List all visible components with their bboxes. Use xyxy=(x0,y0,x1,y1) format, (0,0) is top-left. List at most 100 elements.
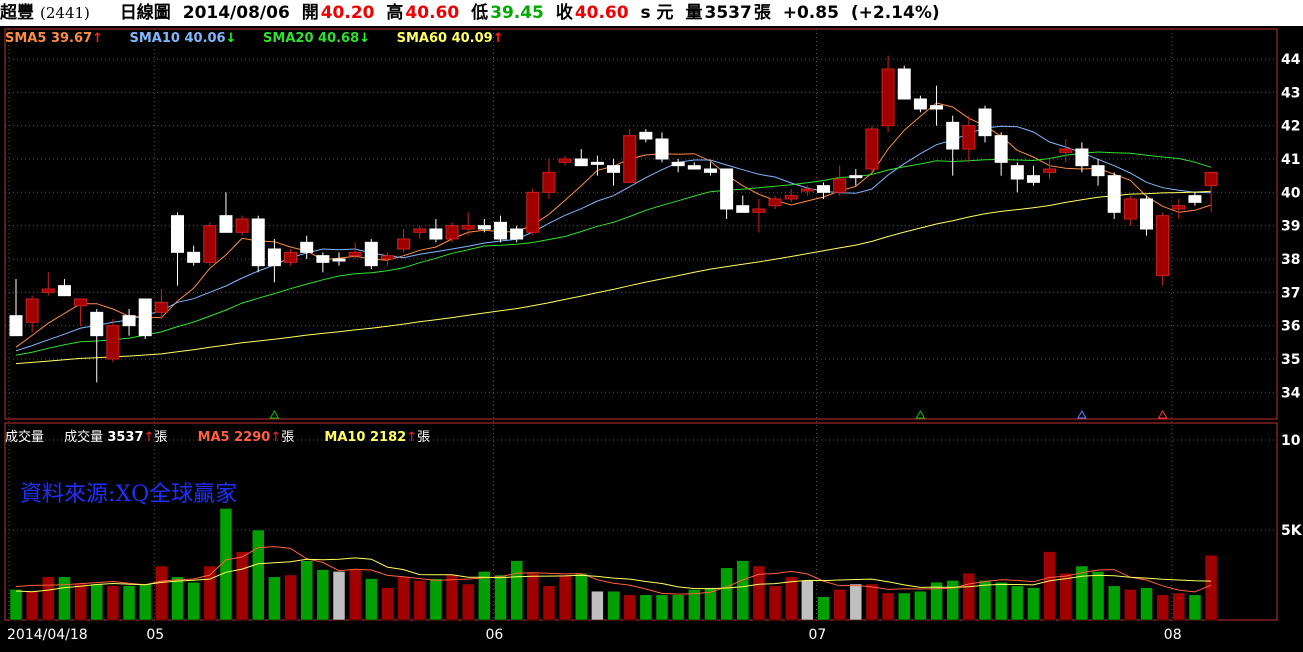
candle-body xyxy=(655,138,669,160)
candle-body xyxy=(171,215,184,253)
volume-bar xyxy=(9,589,23,621)
price-tick-label: 36 xyxy=(1281,319,1300,335)
candle-body xyxy=(413,228,427,233)
candle-body xyxy=(1172,205,1186,210)
low-label: 低 xyxy=(471,3,489,23)
candle-body xyxy=(203,225,217,263)
volume-bar xyxy=(1140,587,1153,621)
volume-bar xyxy=(42,576,55,621)
candle-body xyxy=(284,251,298,263)
watermark: 資料來源:XQ全球贏家 xyxy=(20,482,238,507)
date-tick-label: 2014/04/18 xyxy=(7,627,88,643)
high-value: 40.60 xyxy=(405,3,460,23)
price-tick-label: 34 xyxy=(1281,385,1301,401)
volume-bar xyxy=(106,585,120,621)
candle-body xyxy=(623,135,637,183)
candle-body xyxy=(510,228,524,240)
volume-bar xyxy=(801,580,814,621)
candle-body xyxy=(768,198,782,207)
volume-bar xyxy=(1124,589,1137,621)
candle-body xyxy=(397,238,411,250)
candle-body xyxy=(122,315,136,327)
candle-body xyxy=(106,325,120,360)
high-label: 高 xyxy=(386,3,404,23)
arrow-down-icon: ↓ xyxy=(225,31,237,46)
volume-bar xyxy=(122,585,136,621)
arrow-up-icon: ↑ xyxy=(406,430,418,445)
candle-body xyxy=(380,255,394,260)
volume-bar xyxy=(688,589,701,621)
price-tick-label: 38 xyxy=(1281,252,1300,268)
volume-bar xyxy=(575,572,588,621)
candle-body xyxy=(913,98,927,110)
volume-legend: 成交量 成交量 3537↑張 MA5 2290↑張 MA10 2182↑張 xyxy=(5,426,430,445)
candle-body xyxy=(558,158,572,163)
volume-bar xyxy=(671,594,685,621)
close-suffix: s 元 xyxy=(640,3,674,23)
volume-bar xyxy=(155,565,168,621)
signal-marker-icon xyxy=(915,409,926,419)
volume-bar xyxy=(58,576,71,621)
candle-body xyxy=(1204,171,1218,187)
price-tick-label: 43 xyxy=(1281,85,1300,101)
volume-bar xyxy=(768,585,782,621)
stock-name: 超豐 (2441) xyxy=(0,3,90,23)
volume-bar xyxy=(881,592,895,621)
close-label: 收 xyxy=(555,3,573,23)
legend-sma5: SMA5 39.67↑ xyxy=(5,31,103,46)
volume-bar xyxy=(784,576,798,621)
volume-bar xyxy=(1043,551,1056,621)
volume-bar xyxy=(978,580,992,621)
candle-body xyxy=(1091,165,1105,177)
volume-ma10-line xyxy=(15,557,1212,593)
candle-body xyxy=(1010,165,1024,180)
volume-bar xyxy=(300,560,313,621)
volume-bar xyxy=(1075,565,1089,621)
volume-bar xyxy=(704,587,717,621)
volume-label: 量 xyxy=(685,3,703,23)
candle-body xyxy=(946,121,960,150)
candle-body xyxy=(849,175,863,179)
volume-bar xyxy=(284,574,297,621)
candle-body xyxy=(687,165,701,170)
candle-body xyxy=(930,105,944,110)
sma10-line xyxy=(15,125,1212,352)
candle-body xyxy=(784,195,798,200)
candle-body xyxy=(1075,148,1089,167)
volume-tick-label: 10 xyxy=(1281,433,1301,449)
candle-body xyxy=(90,311,104,337)
candle-body xyxy=(607,165,621,173)
volume-bar xyxy=(1091,571,1105,621)
candle-body xyxy=(187,251,201,263)
volume-bar xyxy=(962,572,976,621)
volume-bar xyxy=(461,583,475,621)
date-tick-label: 07 xyxy=(809,627,827,643)
volume-bar xyxy=(833,589,846,621)
legend-vol-ma10: MA10 2182↑張 xyxy=(324,430,431,445)
volume-bar xyxy=(187,581,200,621)
candle-body xyxy=(445,225,459,240)
volume-bar xyxy=(348,569,362,621)
candle-body xyxy=(235,218,249,233)
volume-bar xyxy=(865,583,879,621)
candle-body xyxy=(494,221,507,240)
volume-unit: 張 xyxy=(753,3,771,23)
volume-bar xyxy=(752,565,766,621)
volume-bar xyxy=(381,587,394,621)
candle-body xyxy=(542,171,556,193)
candle-body xyxy=(817,185,830,193)
date-tick-label: 08 xyxy=(1164,627,1182,643)
change-percent: (+2.14%) xyxy=(850,3,940,23)
candle-body xyxy=(897,68,911,100)
volume-bar xyxy=(542,585,556,621)
volume-bar xyxy=(203,565,217,621)
candle-body xyxy=(752,208,766,213)
volume-bar xyxy=(607,590,620,621)
volume-bar xyxy=(994,581,1008,621)
candle-body xyxy=(138,298,152,337)
volume-bar xyxy=(235,551,249,621)
volume-bar xyxy=(138,583,152,621)
arrow-up-icon: ↑ xyxy=(492,31,504,46)
change-value: +0.85 xyxy=(782,3,839,23)
